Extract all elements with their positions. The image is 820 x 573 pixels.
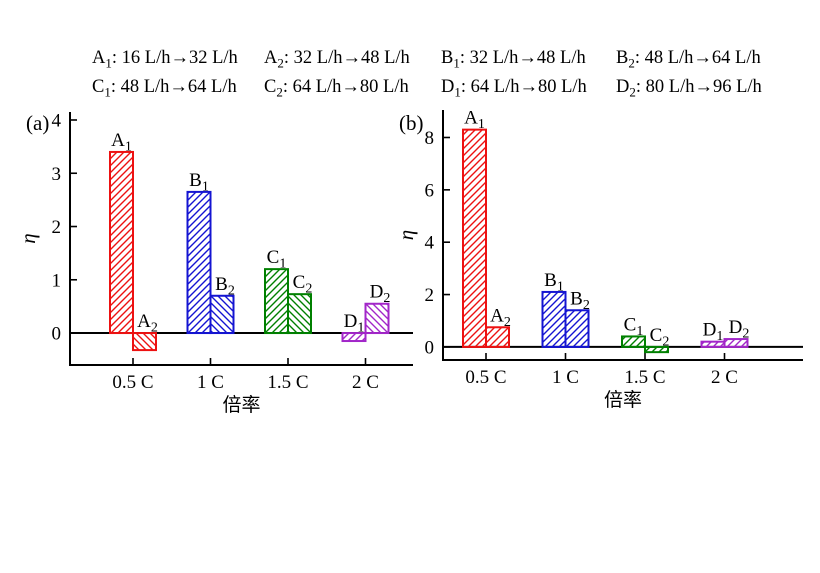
- bar-label-A1: A1: [111, 130, 132, 155]
- y-tick-label: 2: [425, 285, 435, 306]
- legend: A1: 16 L/h→32 L/h A2: 32 L/h→48 L/h B1: 32…: [92, 48, 792, 100]
- panel-label-a: (a): [26, 111, 49, 135]
- x-tick-label: 2 C: [711, 367, 738, 388]
- bar-A1: [109, 150, 134, 335]
- y-axis-title: η: [16, 233, 40, 243]
- legend-item-C2: C2: 64 L/h→80 L/h: [264, 77, 409, 100]
- y-tick-label: 6: [425, 180, 435, 201]
- bar-B2: [209, 294, 235, 335]
- y-tick-label: 4: [425, 233, 435, 254]
- y-tick-label: 0: [425, 337, 435, 358]
- y-tick-label: 1: [52, 270, 62, 291]
- bar-label-B1: B1: [544, 270, 564, 295]
- bar-C2: [644, 345, 669, 354]
- bar-label-B2: B2: [570, 288, 590, 313]
- bar-A1: [462, 128, 487, 348]
- x-axis-title: 倍率: [604, 389, 642, 411]
- bar-A2: [132, 332, 157, 352]
- y-axis-title: η: [394, 230, 418, 240]
- bar-D2: [723, 338, 749, 348]
- x-tick-label: 2 C: [352, 372, 379, 393]
- legend-item-C1: C1: 48 L/h→64 L/h: [92, 77, 237, 100]
- x-tick-label: 0.5 C: [112, 372, 153, 393]
- panel-label-b: (b): [399, 111, 424, 135]
- legend-item-A2: A2: 32 L/h→48 L/h: [264, 48, 410, 71]
- bar-label-D2: D2: [370, 282, 391, 307]
- x-tick-label: 1.5 C: [267, 372, 308, 393]
- x-tick-label: 1.5 C: [624, 367, 665, 388]
- x-tick-label: 0.5 C: [465, 367, 506, 388]
- bar-B2: [564, 309, 590, 348]
- legend-item-B1: B1: 32 L/h→48 L/h: [441, 48, 586, 71]
- legend-item-D2: D2: 80 L/h→96 L/h: [616, 77, 762, 100]
- bar-label-B1: B1: [189, 170, 209, 195]
- bar-B1: [541, 290, 567, 348]
- y-tick-label: 4: [52, 110, 62, 131]
- bar-label-D2: D2: [729, 317, 750, 342]
- bar-C2: [287, 293, 312, 335]
- legend-item-A1: A1: 16 L/h→32 L/h: [92, 48, 238, 71]
- bar-label-C1: C1: [267, 247, 287, 272]
- bar-label-A2: A2: [137, 311, 158, 336]
- y-tick-label: 2: [52, 217, 62, 238]
- bar-label-C2: C2: [650, 325, 670, 350]
- bar-A2: [485, 326, 510, 348]
- x-tick-label: 1 C: [552, 367, 579, 388]
- x-tick-label: 1 C: [197, 372, 224, 393]
- bar-C1: [621, 335, 646, 348]
- bar-D2: [364, 302, 390, 335]
- legend-item-D1: D1: 64 L/h→80 L/h: [441, 77, 587, 100]
- bar-D1: [341, 332, 367, 343]
- bar-label-C2: C2: [293, 272, 313, 297]
- y-tick-label: 8: [425, 128, 435, 149]
- bar-label-A1: A1: [464, 108, 485, 133]
- bar-label-C1: C1: [624, 314, 644, 339]
- bar-B1: [186, 190, 212, 335]
- y-tick-label: 0: [52, 324, 62, 345]
- x-axis-title: 倍率: [222, 394, 260, 416]
- legend-item-B2: B2: 48 L/h→64 L/h: [616, 48, 761, 71]
- bar-label-B2: B2: [215, 274, 235, 299]
- bar-label-A2: A2: [490, 305, 511, 330]
- bar-C1: [264, 268, 289, 335]
- bar-label-D1: D1: [344, 311, 365, 336]
- y-tick-label: 3: [52, 164, 62, 185]
- bar-label-D1: D1: [703, 320, 724, 345]
